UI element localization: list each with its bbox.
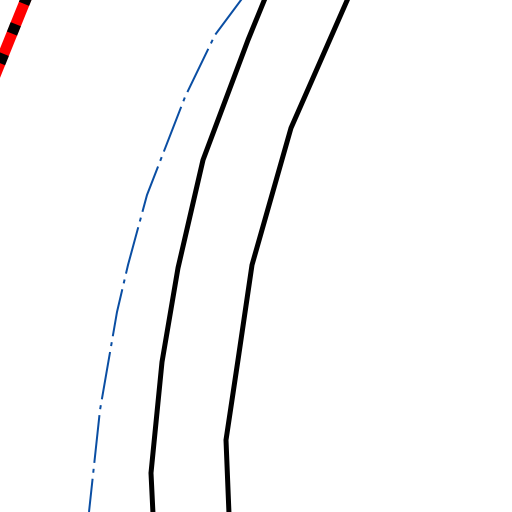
- boundary-line: [88, 0, 243, 512]
- railway: [0, 0, 32, 78]
- road-edge: [223, 0, 350, 512]
- road-edge: [148, 0, 268, 512]
